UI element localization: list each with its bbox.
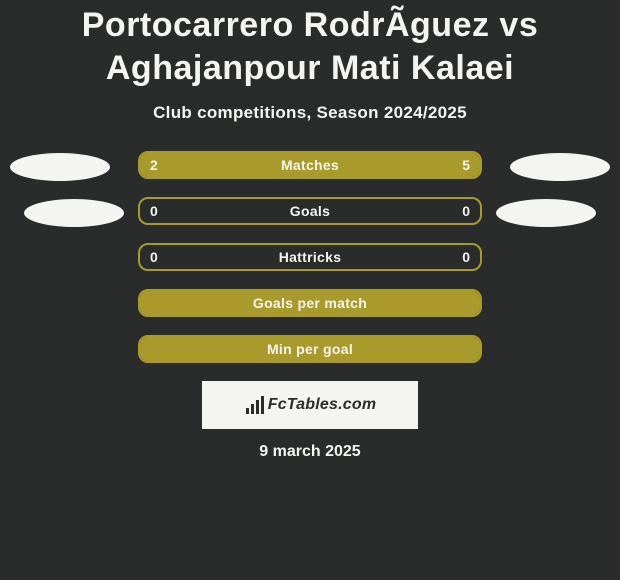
stat-row-min-per-goal: Min per goal	[0, 335, 620, 365]
bar-label: Goals per match	[140, 291, 480, 317]
player-left-pill	[24, 199, 124, 227]
bar-track: Goals per match	[138, 289, 482, 317]
branding-text: FcTables.com	[268, 396, 377, 414]
branding: FcTables.com	[202, 381, 418, 429]
stat-row-matches: 2 Matches 5	[0, 151, 620, 181]
right-value: 0	[452, 245, 480, 271]
subtitle: Club competitions, Season 2024/2025	[0, 103, 620, 123]
bar-label: Hattricks	[140, 245, 480, 271]
bar-track: Min per goal	[138, 335, 482, 363]
date: 9 march 2025	[0, 443, 620, 461]
player-right-pill	[510, 153, 610, 181]
stat-row-goals-per-match: Goals per match	[0, 289, 620, 319]
stat-row-goals: 0 Goals 0	[0, 197, 620, 227]
stat-row-hattricks: 0 Hattricks 0	[0, 243, 620, 273]
bar-track: 0 Goals 0	[138, 197, 482, 225]
comparison-infographic: Portocarrero RodrÃ­guez vs Aghajanpour M…	[0, 0, 620, 580]
page-title: Portocarrero RodrÃ­guez vs Aghajanpour M…	[0, 0, 620, 89]
right-value: 5	[452, 153, 480, 179]
bar-track: 0 Hattricks 0	[138, 243, 482, 271]
player-left-pill	[10, 153, 110, 181]
player-right-pill	[496, 199, 596, 227]
right-value: 0	[452, 199, 480, 225]
bar-chart-icon	[244, 394, 266, 416]
comparison-chart: 2 Matches 5 0 Goals 0 0 Hattricks	[0, 151, 620, 365]
bar-label: Matches	[140, 153, 480, 179]
bar-label: Goals	[140, 199, 480, 225]
bar-label: Min per goal	[140, 337, 480, 363]
bar-track: 2 Matches 5	[138, 151, 482, 179]
